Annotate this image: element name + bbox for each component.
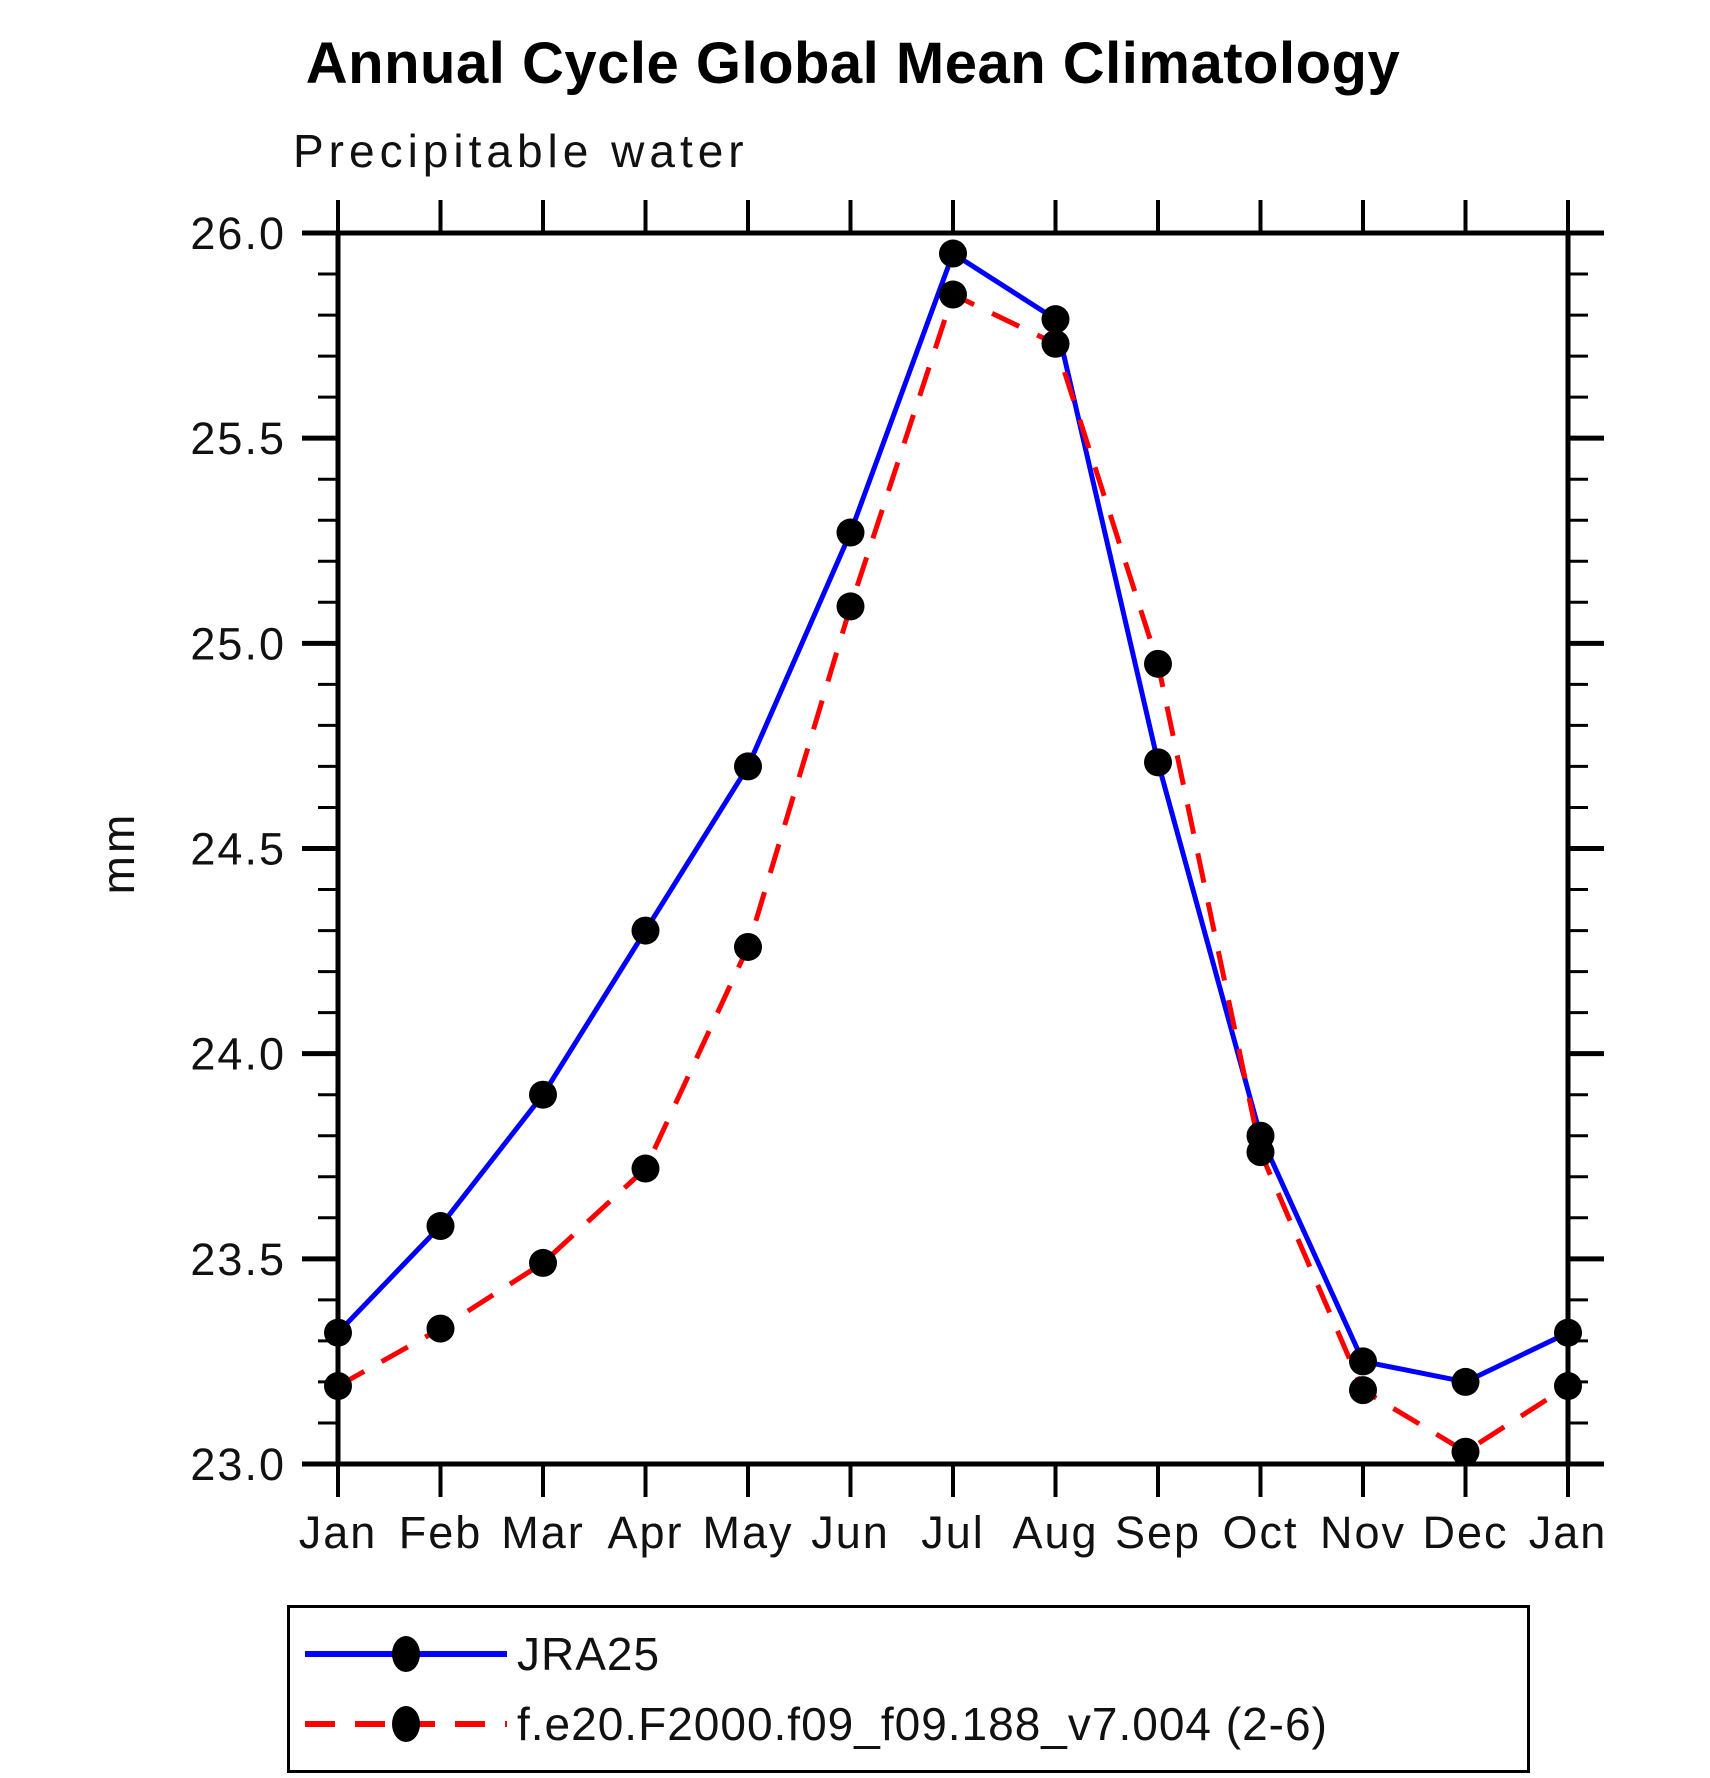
x-tick-label: Jan [1529, 1507, 1608, 1558]
data-point-marker [939, 239, 967, 268]
legend-label-model: f.e20.F2000.f09_f09.188_v7.004 (2-6) [517, 1698, 1328, 1750]
chart-title: Annual Cycle Global Mean Climatology [305, 31, 1401, 96]
legend-marker-icon [392, 1636, 420, 1672]
x-tick-label: Jul [921, 1507, 985, 1558]
legend-marker-icon [392, 1706, 420, 1742]
legend: JRA25 f.e20.F2000.f09_f09.188_v7.004 (2-… [287, 1605, 1530, 1773]
data-point-marker [631, 916, 660, 945]
data-point-marker [1349, 1347, 1377, 1376]
plot-frame [335, 230, 1571, 1467]
chart-subtitle: Precipitable water [293, 125, 749, 177]
data-point-marker [1451, 1437, 1480, 1466]
y-tick-label: 24.5 [190, 824, 286, 875]
data-point-marker [1554, 1372, 1582, 1401]
series-markers-model [324, 280, 1582, 1466]
legend-label-jra25: JRA25 [517, 1628, 661, 1680]
data-point-marker [1041, 329, 1070, 358]
legend-item-jra25: JRA25 [290, 1626, 1527, 1682]
x-tick-label: Jun [811, 1507, 890, 1558]
data-point-marker [631, 1154, 660, 1183]
x-tick-label: Aug [1012, 1507, 1098, 1558]
x-tick-label: Nov [1320, 1507, 1406, 1558]
y-tick-label: 24.0 [190, 1029, 286, 1080]
data-point-marker [529, 1080, 557, 1109]
data-point-marker [1349, 1376, 1377, 1405]
x-tick-label: Dec [1422, 1507, 1508, 1558]
y-tick-label: 23.5 [190, 1234, 286, 1285]
data-point-marker [1246, 1138, 1275, 1167]
data-point-marker [324, 1318, 352, 1347]
x-tick-label: Jan [299, 1507, 378, 1558]
y-tick-label: 25.0 [190, 618, 286, 669]
data-point-marker [529, 1248, 557, 1277]
data-point-marker [426, 1212, 455, 1241]
data-point-marker [1144, 649, 1172, 678]
data-point-marker [324, 1372, 352, 1401]
data-point-marker [836, 592, 865, 621]
x-tick-label: May [702, 1507, 793, 1558]
data-point-marker [426, 1314, 455, 1343]
data-point-marker [1451, 1367, 1480, 1396]
data-point-marker [1554, 1318, 1582, 1347]
legend-line-sample-model [305, 1706, 507, 1742]
y-tick-label: 25.5 [190, 413, 286, 464]
x-tick-label: Oct [1222, 1507, 1298, 1558]
series-markers-jra25 [324, 239, 1582, 1396]
data-point-marker [734, 932, 762, 961]
x-tick-label: Sep [1115, 1507, 1201, 1558]
data-point-marker [836, 518, 865, 547]
data-point-marker [939, 280, 967, 309]
data-point-marker [734, 752, 762, 781]
x-tick-label: Mar [501, 1507, 585, 1558]
x-tick-label: Feb [399, 1507, 483, 1558]
legend-line-sample-jra25 [305, 1636, 507, 1672]
series-line-jra25 [336, 249, 1570, 1385]
data-point-marker [1041, 305, 1070, 334]
legend-item-model: f.e20.F2000.f09_f09.188_v7.004 (2-6) [290, 1696, 1527, 1752]
y-tick-label: 23.0 [190, 1439, 286, 1490]
data-point-marker [1144, 748, 1172, 777]
y-tick-label: 26.0 [190, 208, 286, 259]
series-line-model [336, 291, 1570, 1455]
x-tick-label: Apr [607, 1507, 683, 1558]
